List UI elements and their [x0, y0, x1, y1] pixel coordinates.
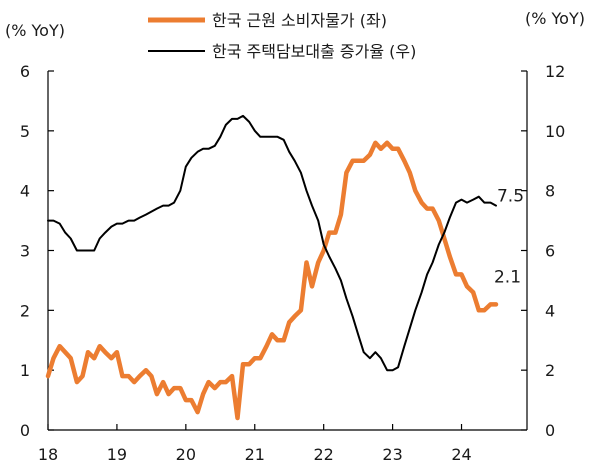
right-tick-label: 2 [545, 361, 555, 380]
right-tick-label: 10 [545, 122, 565, 141]
right-y-ticks: 0 2 4 6 8 10 12 [521, 62, 565, 440]
left-tick-label: 6 [20, 62, 30, 81]
right-tick-label: 0 [545, 421, 555, 440]
x-tick-label: 24 [451, 445, 471, 464]
left-axis-unit: (% YoY) [5, 21, 65, 40]
mortgage-growth-line [47, 114, 497, 372]
x-tick-label: 21 [245, 445, 265, 464]
left-tick-label: 4 [20, 182, 30, 201]
right-axis-unit: (% YoY) [525, 9, 585, 28]
left-tick-label: 3 [20, 242, 30, 261]
x-tick-label: 20 [176, 445, 196, 464]
legend-label-core-cpi: 한국 근원 소비자물가 (좌) [212, 11, 387, 30]
core-cpi-line [45, 140, 499, 421]
left-y-ticks: 0 1 2 3 4 5 6 [20, 62, 54, 440]
x-ticks: 18 19 20 21 22 23 24 [38, 424, 472, 464]
left-tick-label: 0 [20, 421, 30, 440]
annotation-mortgage-last: 7.5 [497, 187, 524, 207]
left-tick-label: 1 [20, 361, 30, 380]
left-tick-label: 2 [20, 301, 30, 320]
x-tick-label: 22 [314, 445, 334, 464]
right-tick-label: 8 [545, 182, 555, 201]
x-tick-label: 18 [38, 445, 58, 464]
right-tick-label: 12 [545, 62, 565, 81]
left-tick-label: 5 [20, 122, 30, 141]
right-tick-label: 4 [545, 301, 555, 320]
legend-label-mortgage: 한국 주택담보대출 증가율 (우) [212, 42, 416, 61]
series-layer [45, 114, 499, 421]
legend: 한국 근원 소비자물가 (좌) 한국 주택담보대출 증가율 (우) [148, 11, 416, 61]
x-tick-label: 19 [107, 445, 127, 464]
right-tick-label: 6 [545, 242, 555, 261]
annotation-core-cpi-last: 2.1 [494, 267, 521, 287]
x-tick-label: 23 [382, 445, 402, 464]
